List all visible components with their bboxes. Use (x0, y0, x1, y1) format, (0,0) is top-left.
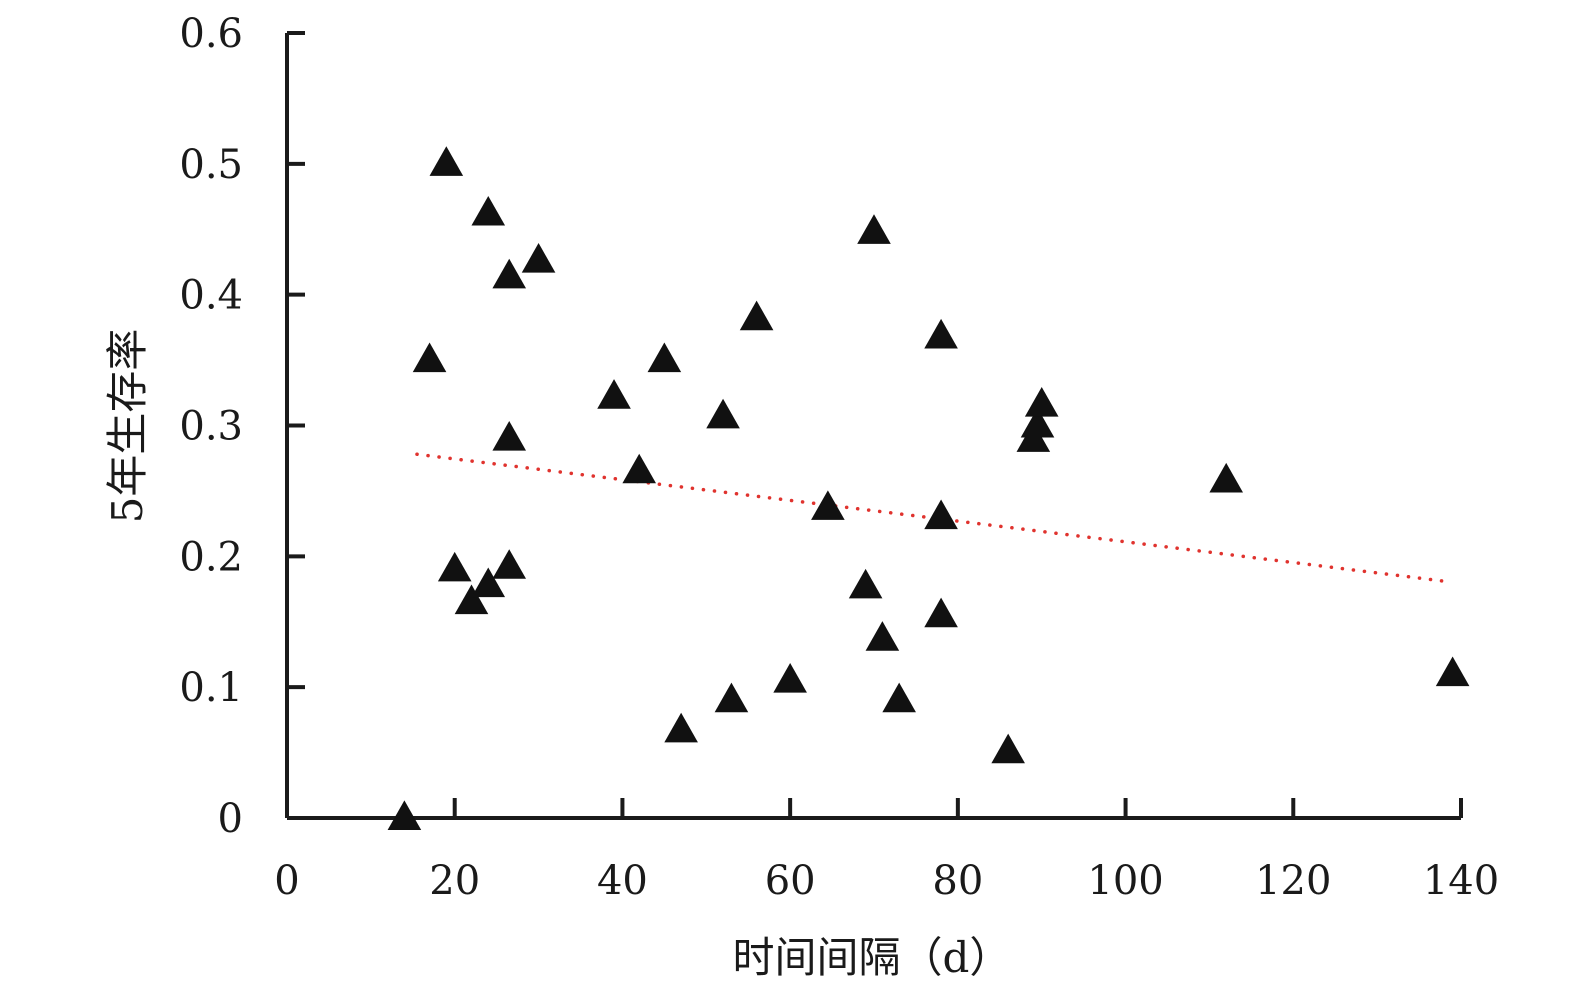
data-point (492, 420, 527, 451)
data-point (865, 621, 900, 651)
data-point (429, 146, 464, 176)
y-axis-ticks: 0 0.1 0.2 0.3 0.4 0.5 0.6 (179, 11, 305, 842)
x-tick-label: 0 (274, 858, 299, 904)
x-tick-label: 120 (1255, 858, 1331, 904)
data-point (991, 733, 1025, 764)
data-point (454, 584, 489, 615)
data-point (882, 682, 916, 713)
data-point (412, 342, 447, 373)
y-tick-label: 0.1 (179, 665, 243, 711)
data-point (924, 499, 958, 530)
data-point (521, 243, 556, 273)
data-point (924, 318, 958, 349)
x-tick-label: 40 (597, 858, 648, 904)
y-tick-label: 0.3 (179, 404, 243, 450)
data-point (387, 800, 422, 830)
x-axis-label: 时间间隔（d） (733, 933, 1012, 982)
y-axis-label: 5年生存率 (103, 329, 152, 524)
y-tick-label: 0 (218, 796, 243, 842)
data-point (739, 300, 774, 331)
x-axis-ticks: 0 20 40 60 80 100 120 140 (274, 798, 1499, 904)
y-tick-label: 0.2 (179, 534, 243, 580)
data-point (857, 214, 891, 244)
data-point (597, 379, 631, 409)
data-point (811, 490, 845, 520)
trendline (415, 452, 1446, 583)
x-tick-label: 20 (429, 858, 480, 904)
x-tick-label: 140 (1423, 858, 1499, 904)
x-tick-label: 100 (1087, 858, 1163, 904)
data-point (492, 258, 527, 289)
data-point (647, 342, 682, 373)
data-point (471, 195, 506, 226)
data-points (387, 146, 1470, 830)
data-point (848, 568, 883, 599)
data-point (924, 597, 958, 628)
x-tick-label: 60 (765, 858, 816, 904)
data-point (437, 551, 472, 582)
data-point (773, 663, 807, 693)
x-tick-label: 80 (932, 858, 983, 904)
data-point (492, 549, 527, 579)
data-point (622, 453, 656, 484)
data-point (471, 567, 506, 598)
axes (285, 33, 1461, 820)
trendline-group (415, 452, 1446, 583)
data-point (1209, 462, 1243, 493)
data-point (1435, 656, 1470, 687)
data-point (706, 398, 740, 429)
y-tick-label: 0.6 (179, 11, 243, 57)
y-tick-label: 0.4 (179, 273, 243, 319)
y-tick-label: 0.5 (179, 142, 243, 188)
data-point (1020, 407, 1055, 438)
data-point (664, 712, 698, 743)
data-point (714, 682, 749, 713)
data-point (1024, 386, 1059, 417)
